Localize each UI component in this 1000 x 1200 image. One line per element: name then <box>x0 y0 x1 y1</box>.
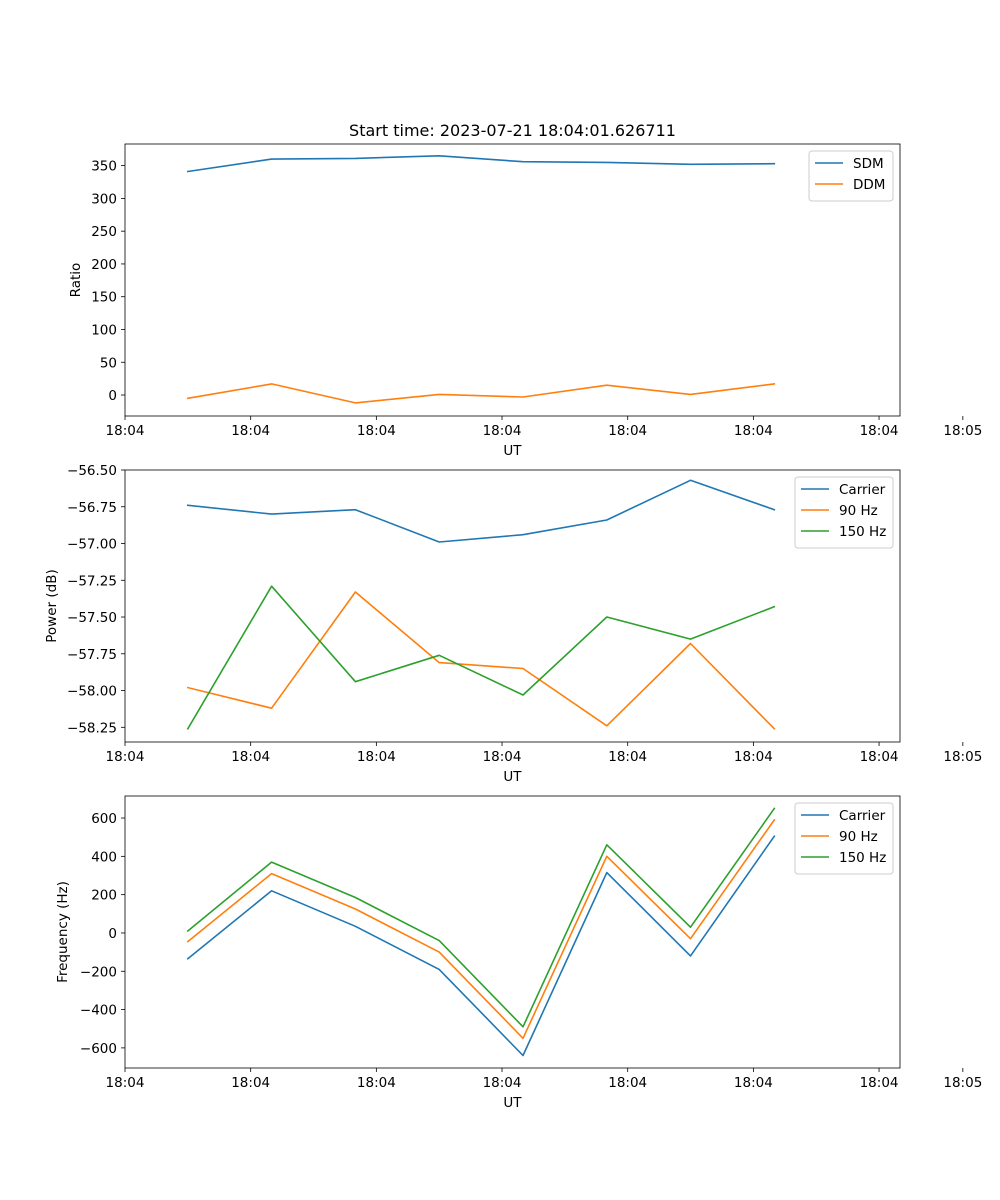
frequency-x-tick-label: 18:04 <box>734 1075 773 1091</box>
power-y-tick-label: −57.75 <box>67 647 117 663</box>
power-legend-label-carrier: Carrier <box>839 482 886 498</box>
frequency-legend-label-carrier: Carrier <box>839 808 886 824</box>
frequency-legend-label-90-hz: 90 Hz <box>839 829 878 845</box>
ratio-legend: SDM DDM <box>808 150 894 202</box>
frequency-y-tick-label: −600 <box>80 1041 117 1057</box>
power-axes-frame <box>124 469 901 743</box>
frequency-series-line-carrier <box>186 835 776 1057</box>
frequency-x-tick-label: 18:04 <box>231 1075 270 1091</box>
ratio-x-tick-label: 18:04 <box>106 423 145 439</box>
ratio-series-line-sdm <box>186 155 776 173</box>
frequency-axes-frame <box>124 795 901 1069</box>
frequency-x-tick-label: 18:05 <box>943 1075 982 1091</box>
power-y-tick-label: −57.50 <box>67 610 117 626</box>
frequency-panel: 18:04 18:04 18:04 18:04 18:04 18:04 18:04 18:05… <box>55 795 982 1111</box>
frequency-y-tick-label: −400 <box>80 1003 117 1019</box>
power-x-tick-label: 18:04 <box>860 749 899 765</box>
power-x-tick-label: 18:04 <box>106 749 145 765</box>
frequency-y-tick-label: 200 <box>91 888 117 904</box>
ratio-x-tick-label: 18:04 <box>860 423 899 439</box>
ratio-panel: 18:04 18:04 18:04 18:04 18:04 18:04 18:04 18:05… <box>68 143 982 459</box>
ratio-y-tick-label: 150 <box>91 290 117 306</box>
power-x-tick-label: 18:04 <box>231 749 270 765</box>
frequency-series-line-150-hz <box>186 807 776 1028</box>
frequency-legend-label-150-hz: 150 Hz <box>839 850 886 866</box>
chart-title: Start time: 2023-07-21 18:04:01.626711 <box>349 121 676 140</box>
ratio-x-axis-label: UT <box>503 443 522 459</box>
ratio-legend-label-sdm: SDM <box>853 156 884 172</box>
frequency-x-tick-label: 18:04 <box>483 1075 522 1091</box>
power-x-tick-label: 18:04 <box>483 749 522 765</box>
frequency-legend: Carrier 90 Hz 150 Hz <box>794 802 894 875</box>
ratio-y-tick-label: 50 <box>100 355 117 371</box>
power-y-tick-label: −58.25 <box>67 720 117 736</box>
power-legend-label-150-hz: 150 Hz <box>839 524 886 540</box>
ratio-x-tick-label: 18:04 <box>357 423 396 439</box>
power-y-tick-label: −57.25 <box>67 573 117 589</box>
frequency-y-tick-label: 400 <box>91 849 117 865</box>
power-y-tick-label: −56.50 <box>67 463 117 479</box>
ratio-legend-label-ddm: DDM <box>853 177 885 193</box>
power-legend-label-90-hz: 90 Hz <box>839 503 878 519</box>
frequency-y-tick-label: 600 <box>91 811 117 827</box>
power-x-tick-label: 18:04 <box>734 749 773 765</box>
ratio-y-tick-label: 300 <box>91 191 117 207</box>
power-y-tick-label: −58.00 <box>67 684 117 700</box>
ratio-x-tick-label: 18:04 <box>483 423 522 439</box>
ratio-y-tick-label: 350 <box>91 159 117 175</box>
power-legend: Carrier 90 Hz 150 Hz <box>794 476 894 549</box>
frequency-y-axis-label: Frequency (Hz) <box>55 881 71 983</box>
ratio-axes-frame <box>124 143 901 417</box>
ratio-y-tick-label: 100 <box>91 322 117 338</box>
ratio-series-line-ddm <box>186 383 776 404</box>
power-y-tick-label: −56.75 <box>67 500 117 516</box>
frequency-x-tick-label: 18:04 <box>357 1075 396 1091</box>
power-series-line-90-hz <box>186 591 776 730</box>
ratio-y-tick-label: 200 <box>91 257 117 273</box>
power-series-line-150-hz <box>186 585 776 730</box>
power-x-tick-label: 18:05 <box>943 749 982 765</box>
power-y-tick-label: −57.00 <box>67 537 117 553</box>
frequency-x-tick-label: 18:04 <box>860 1075 899 1091</box>
power-x-tick-label: 18:04 <box>608 749 647 765</box>
frequency-x-tick-label: 18:04 <box>106 1075 145 1091</box>
ratio-y-tick-label: 250 <box>91 224 117 240</box>
ratio-x-tick-label: 18:04 <box>734 423 773 439</box>
frequency-x-axis-label: UT <box>503 1095 522 1111</box>
ratio-x-tick-label: 18:05 <box>943 423 982 439</box>
frequency-y-tick-label: −200 <box>80 964 117 980</box>
power-x-axis-label: UT <box>503 769 522 785</box>
power-y-axis-label: Power (dB) <box>44 569 60 642</box>
frequency-y-tick-label: 0 <box>108 926 117 942</box>
ratio-x-tick-label: 18:04 <box>608 423 647 439</box>
ratio-y-axis-label: Ratio <box>68 263 84 298</box>
power-panel: 18:04 18:04 18:04 18:04 18:04 18:04 18:04 18:05… <box>44 463 982 785</box>
ratio-x-tick-label: 18:04 <box>231 423 270 439</box>
frequency-series-line-90-hz <box>186 818 776 1040</box>
frequency-x-tick-label: 18:04 <box>608 1075 647 1091</box>
ratio-y-tick-label: 0 <box>108 388 117 404</box>
power-x-tick-label: 18:04 <box>357 749 396 765</box>
power-series-line-carrier <box>186 479 776 543</box>
